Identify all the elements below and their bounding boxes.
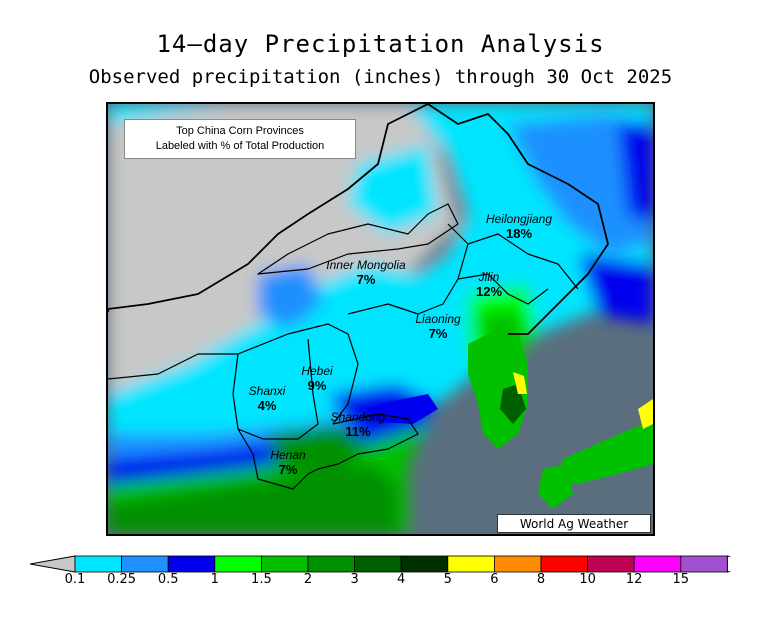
precip-field: [108, 104, 653, 534]
inset-note-line2: Labeled with % of Total Production: [155, 140, 325, 152]
province-pct: 12%: [476, 284, 502, 299]
inset-note: Top China Corn Provinces Labeled with % …: [124, 119, 356, 159]
colorbar-segment: [260, 555, 309, 573]
colorbar-below-arrow: [30, 555, 76, 573]
province-labels: Heilongjiang 18% Inner Mongolia 7% Jilin…: [249, 212, 553, 477]
colorbar: [30, 555, 730, 573]
colorbar-tick-label: 6: [490, 572, 499, 587]
province-pct: 7%: [429, 326, 448, 341]
province-name: Jilin: [478, 270, 500, 284]
province-pct: 9%: [308, 378, 327, 393]
map-subtitle: Observed precipitation (inches) through …: [88, 66, 673, 88]
colorbar-segment: [307, 555, 355, 573]
country-borders: [108, 104, 609, 335]
colorbar-tick-label: 12: [625, 572, 643, 587]
province-pct: 11%: [345, 424, 371, 439]
colorbar-tick-label: 1: [210, 572, 219, 587]
colorbar-tick-label: 0.5: [157, 572, 179, 587]
province-name: Shanxi: [249, 384, 286, 398]
inset-note-line1: Top China Corn Provinces: [176, 125, 304, 137]
province-name: Hebei: [301, 364, 333, 378]
precipitation-map: Heilongjiang 18% Inner Mongolia 7% Jilin…: [106, 102, 655, 536]
province-pct: 18%: [506, 226, 532, 241]
colorbar-tick-label: 10: [579, 572, 596, 587]
colorbar-tick-label: 0.1: [64, 572, 86, 587]
colorbar-segment: [167, 555, 216, 573]
colorbar-tick-label: 8: [536, 572, 546, 587]
province-name: Inner Mongolia: [326, 258, 406, 272]
province-borders: [108, 203, 579, 490]
colorbar-segment: [633, 555, 682, 573]
colorbar-tick-label: 15: [672, 572, 690, 587]
colorbar-above-arrow: [726, 555, 730, 573]
province-pct: 4%: [258, 398, 277, 413]
colorbar-segment: [400, 555, 449, 573]
colorbar-segment: [680, 555, 728, 573]
colorbar-tick-label: 1.5: [251, 572, 272, 587]
colorbar-tick-label: 2: [303, 572, 313, 587]
province-name: Heilongjiang: [486, 212, 552, 226]
colorbar-tick-label: 0.25: [107, 572, 137, 587]
colorbar-segment: [214, 555, 262, 573]
colorbar-segment: [493, 555, 542, 573]
colorbar-tick-label: 4: [397, 572, 406, 587]
colorbar-segment: [354, 555, 402, 573]
province-pct: 7%: [279, 462, 298, 477]
colorbar-segment: [121, 555, 169, 573]
province-pct: 7%: [357, 272, 376, 287]
colorbar-segment: [74, 555, 122, 573]
colorbar-segment: [447, 555, 495, 573]
province-name: Liaoning: [415, 312, 461, 326]
map-title: 14—day Precipitation Analysis: [156, 30, 605, 58]
colorbar-segment: [540, 555, 588, 573]
credit-label: World Ag Weather: [497, 514, 651, 533]
colorbar-tick-label: 3: [350, 572, 359, 587]
japan-land: [558, 404, 653, 484]
colorbar-tick-label: 5: [443, 572, 452, 587]
colorbar-segment: [587, 555, 635, 573]
province-name: Shandong: [331, 410, 386, 424]
province-name: Henan: [270, 448, 306, 462]
